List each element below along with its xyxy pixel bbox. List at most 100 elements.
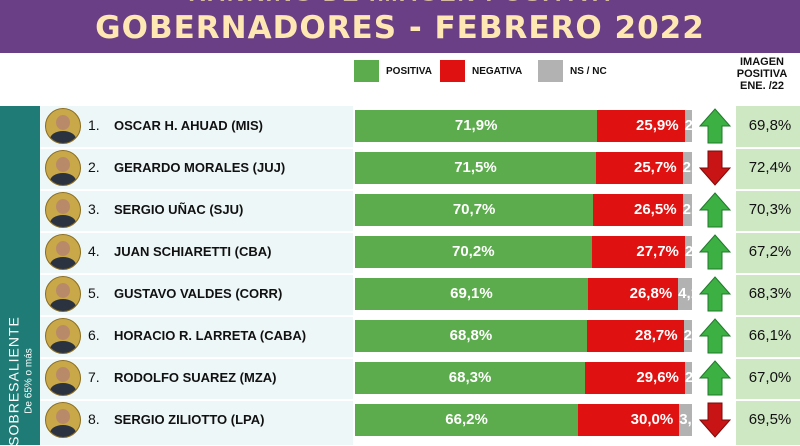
avatar-head: [56, 283, 70, 298]
bar-nsnc: 3,8: [679, 404, 692, 436]
avatar-body: [50, 215, 76, 227]
avatar-body: [50, 425, 76, 437]
bar-nsnc: 2,8: [682, 152, 692, 184]
legend-nsnc: NS / NC: [538, 60, 607, 82]
previous-value: 67,0%: [748, 369, 792, 386]
chart-row: 7. RODOLFO SUAREZ (MZA) 68,3%29,6%2,1 67,0%: [0, 358, 800, 398]
legend-label-negativa: NEGATIVA: [472, 65, 523, 77]
previous-value: 70,3%: [748, 201, 792, 218]
arrow-up-shape: [698, 318, 732, 354]
chart-row: 8. SERGIO ZILIOTTO (LPA) 66,2%30,0%3,8 69,5…: [0, 400, 800, 440]
row-separator: [40, 189, 800, 191]
governor-name: GUSTAVO VALDES (CORR): [114, 286, 283, 301]
row-separator: [40, 273, 800, 275]
header-banner: RANKING DE IMAGEN POSITIVA GOBERNADORES …: [0, 0, 800, 53]
bar-positiva: 69,1%: [355, 278, 588, 310]
bar-negativa: 26,5%: [593, 194, 683, 226]
arrow-up-icon: [698, 234, 732, 270]
previous-column-background: [736, 106, 800, 445]
bar-positiva: 66,2%: [355, 404, 579, 436]
legend-swatch-nsnc: [538, 60, 563, 82]
avatar: [45, 276, 81, 312]
avatar-body: [50, 299, 76, 311]
bar-negativa: 28,7%: [586, 320, 684, 352]
avatar-head: [56, 157, 70, 172]
names-column-background: [40, 106, 353, 445]
avatar-head: [56, 409, 70, 424]
governor-name: JUAN SCHIARETTI (CBA): [114, 244, 272, 259]
previous-value: 68,3%: [748, 285, 792, 302]
header-subtitle-fragment: RANKING DE IMAGEN POSITIVA: [0, 0, 800, 8]
row-separator: [40, 147, 800, 149]
governor-name: HORACIO R. LARRETA (CABA): [114, 328, 307, 343]
avatar-head: [56, 241, 70, 256]
arrow-down-shape: [698, 150, 732, 186]
arrow-up-shape: [698, 276, 732, 312]
avatar: [45, 234, 81, 270]
chart-row: 6. HORACIO R. LARRETA (CABA) 68,8%28,7%2,5…: [0, 316, 800, 356]
rank-label: 3.: [88, 201, 100, 217]
governor-name: SERGIO UÑAC (SJU): [114, 202, 244, 217]
avatar: [45, 360, 81, 396]
governor-name: GERARDO MORALES (JUJ): [114, 160, 286, 175]
avatar: [45, 192, 81, 228]
previous-value: 72,4%: [748, 159, 792, 176]
bar-positiva: 70,2%: [355, 236, 592, 268]
bar-negativa: 26,8%: [587, 278, 679, 310]
avatar-body: [50, 341, 76, 353]
bar-nsnc: 2,8: [682, 194, 692, 226]
arrow-up-icon: [698, 108, 732, 144]
avatar: [45, 318, 81, 354]
avatar-head: [56, 199, 70, 214]
chart-row: 1. OSCAR H. AHUAD (MIS) 71,9%25,9%2,2 69,8%: [0, 106, 800, 146]
legend-label-nsnc: NS / NC: [570, 65, 607, 77]
legend-negativa: NEGATIVA: [440, 60, 522, 82]
arrow-down-icon: [698, 402, 732, 438]
avatar: [45, 150, 81, 186]
bar-positiva: 70,7%: [355, 194, 594, 226]
bar-positiva: 68,8%: [355, 320, 587, 352]
page-title: GOBERNADORES - FEBRERO 2022: [95, 10, 705, 46]
arrow-up-shape: [698, 192, 732, 228]
governor-name: RODOLFO SUAREZ (MZA): [114, 370, 277, 385]
previous-header-line-3: ENE. /22: [739, 80, 785, 92]
chart-row: 3. SERGIO UÑAC (SJU) 70,7%26,5%2,8 70,3%: [0, 190, 800, 230]
bar-negativa: 25,7%: [595, 152, 683, 184]
avatar-head: [56, 325, 70, 340]
bar-positiva: 71,5%: [355, 152, 596, 184]
avatar-body: [50, 131, 76, 143]
legend-label-positiva: POSITIVA: [386, 65, 432, 77]
row-separator: [40, 357, 800, 359]
chart-row: 2. GERARDO MORALES (JUJ) 71,5%25,7%2,8 72,4…: [0, 148, 800, 188]
bar-negativa: 29,6%: [585, 362, 685, 394]
bar-positiva: 71,9%: [355, 110, 598, 142]
arrow-down-shape: [698, 402, 732, 438]
avatar-head: [56, 367, 70, 382]
rank-label: 7.: [88, 369, 100, 385]
rank-label: 6.: [88, 327, 100, 343]
arrow-up-shape: [698, 234, 732, 270]
bar-negativa: 25,9%: [597, 110, 685, 142]
rank-label: 2.: [88, 159, 100, 175]
chart-row: 4. JUAN SCHIARETTI (CBA) 70,2%27,7%2,1 67,2…: [0, 232, 800, 272]
governor-name: SERGIO ZILIOTTO (LPA): [114, 412, 265, 427]
arrow-up-icon: [698, 318, 732, 354]
legend-positiva: POSITIVA: [354, 60, 432, 82]
avatar-body: [50, 383, 76, 395]
bar-nsnc: 2,1: [684, 236, 692, 268]
arrow-up-icon: [698, 276, 732, 312]
arrow-up-shape: [698, 360, 732, 396]
avatar-body: [50, 257, 76, 269]
avatar-head: [56, 115, 70, 130]
previous-column-header: IMAGEN POSITIVA ENE. /22: [724, 56, 800, 92]
rank-label: 5.: [88, 285, 100, 301]
arrow-up-icon: [698, 192, 732, 228]
arrow-up-icon: [698, 360, 732, 396]
row-separator: [40, 315, 800, 317]
previous-header-line-1: IMAGEN: [740, 56, 784, 68]
bar-positiva: 68,3%: [355, 362, 586, 394]
bar-nsnc: 2,5: [683, 320, 692, 352]
bar-nsnc: 2,2: [684, 110, 692, 142]
row-separator: [40, 399, 800, 401]
legend-swatch-positiva: [354, 60, 379, 82]
